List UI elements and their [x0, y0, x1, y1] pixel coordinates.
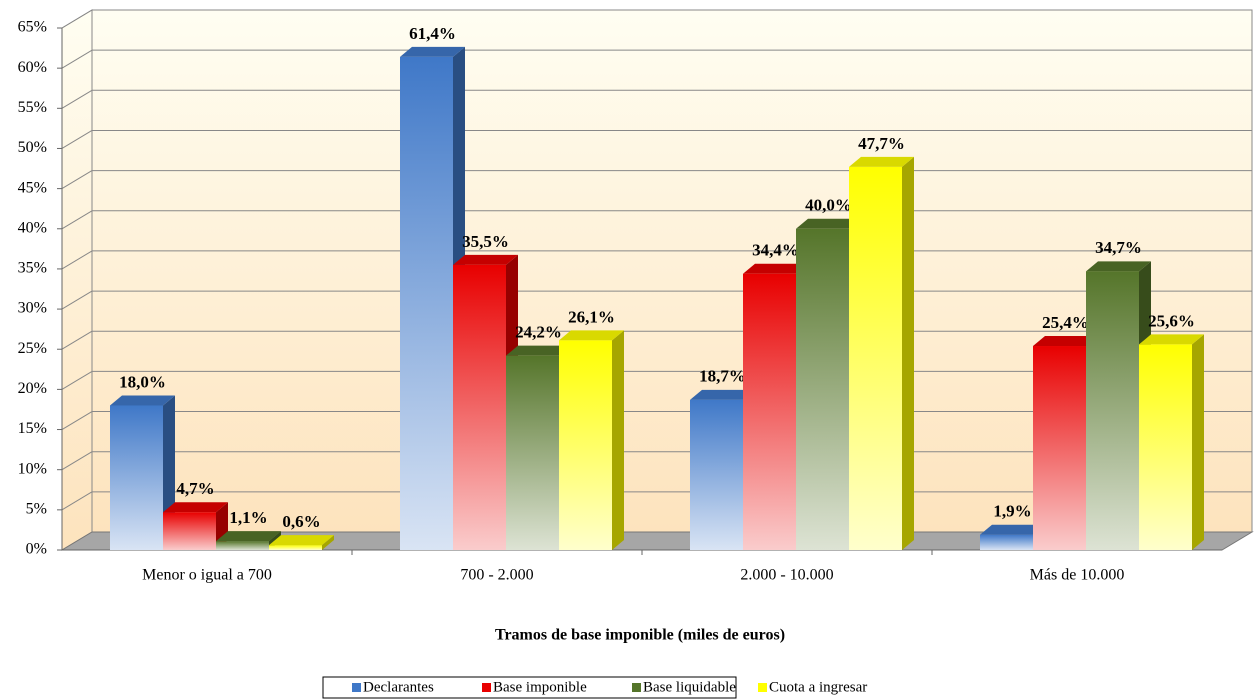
value-label: 25,6% — [1148, 311, 1195, 330]
value-label: 1,1% — [229, 508, 267, 527]
legend-swatch — [632, 683, 641, 692]
grid-line-side — [61, 290, 93, 310]
bar-top — [163, 502, 228, 513]
bar — [980, 534, 1033, 550]
bar — [1139, 344, 1192, 550]
bar-top — [269, 535, 334, 546]
grid-line-side — [61, 49, 93, 69]
grid-line-side — [61, 250, 93, 270]
bar — [1086, 271, 1139, 550]
y-tick-label: 60% — [18, 59, 47, 76]
bar — [743, 273, 796, 550]
bar-top — [1033, 336, 1098, 347]
bar-top — [690, 389, 755, 400]
bar-top — [980, 524, 1045, 535]
y-tick-label: 35% — [18, 260, 47, 277]
y-tick-label: 40% — [18, 219, 47, 236]
bar-top — [1086, 261, 1151, 272]
value-label: 4,7% — [176, 479, 214, 498]
bar-top — [453, 254, 518, 265]
y-tick-label: 0% — [26, 541, 47, 558]
grid-line-side — [61, 370, 93, 390]
grid-line-side — [61, 210, 93, 230]
legend-swatch — [758, 683, 767, 692]
grid-line-side — [61, 330, 93, 350]
y-tick-label: 5% — [26, 501, 47, 518]
bar — [269, 545, 322, 550]
bar — [400, 56, 453, 551]
y-tick-label: 15% — [18, 420, 47, 437]
value-label: 0,6% — [282, 512, 320, 531]
value-label: 24,2% — [515, 323, 562, 342]
y-tick-label: 65% — [18, 19, 47, 36]
bar-side — [612, 330, 624, 550]
grid-line-side — [61, 89, 93, 109]
y-tick-label: 20% — [18, 380, 47, 397]
legend-label: Declarantes — [363, 679, 434, 695]
bar — [849, 166, 902, 550]
value-label: 40,0% — [805, 196, 852, 215]
x-tick-label: Menor o igual a 700 — [142, 567, 272, 584]
bar-side — [322, 535, 334, 550]
value-label: 26,1% — [568, 307, 615, 326]
bar-top — [796, 218, 861, 229]
bar-top — [216, 531, 281, 542]
value-label: 1,9% — [993, 502, 1031, 521]
bar-side — [902, 156, 914, 550]
bar — [453, 264, 506, 550]
y-tick-label: 50% — [18, 139, 47, 156]
legend — [322, 676, 737, 699]
legend-swatch — [352, 683, 361, 692]
bar — [506, 355, 559, 550]
y-tick-label: 55% — [18, 99, 47, 116]
x-tick-label: 700 - 2.000 — [460, 567, 533, 584]
grid-line-side — [61, 170, 93, 190]
bar-side — [1192, 334, 1204, 550]
y-tick-label: 45% — [18, 179, 47, 196]
side-wall — [61, 9, 93, 551]
bar-top — [400, 46, 465, 57]
value-label: 18,0% — [119, 372, 166, 391]
value-label: 25,4% — [1042, 313, 1089, 332]
grid-line-side — [61, 451, 93, 471]
bar-top — [849, 156, 914, 167]
x-axis-title: Tramos de base imponible (miles de euros… — [495, 627, 785, 644]
y-tick-label: 25% — [18, 340, 47, 357]
bar-top — [506, 345, 571, 356]
value-label: 34,7% — [1095, 238, 1142, 257]
legend-label: Base liquidable — [643, 679, 736, 695]
bar — [1033, 346, 1086, 550]
bar — [796, 228, 849, 550]
legend-label: Cuota a ingresar — [769, 679, 867, 695]
legend-swatch — [482, 683, 491, 692]
bar-top — [1139, 334, 1204, 345]
grid-line-side — [61, 411, 93, 430]
value-label: 61,4% — [409, 24, 456, 43]
value-label: 47,7% — [858, 134, 905, 153]
grid-line-side — [61, 130, 93, 149]
bar-top — [743, 263, 808, 274]
bar — [110, 405, 163, 550]
value-label: 34,4% — [752, 241, 799, 260]
bar-top — [110, 395, 175, 406]
grid-line-side — [61, 9, 93, 29]
bar — [163, 512, 216, 550]
value-label: 35,5% — [462, 232, 509, 251]
y-tick-label: 30% — [18, 300, 47, 317]
bar — [690, 399, 743, 550]
x-tick-label: 2.000 - 10.000 — [740, 567, 833, 584]
x-tick-label: Más de 10.000 — [1030, 567, 1125, 584]
value-label: 18,7% — [699, 367, 746, 386]
bar — [559, 340, 612, 550]
bar — [216, 541, 269, 550]
grid-line-side — [61, 491, 93, 511]
legend-label: Base imponible — [493, 679, 587, 695]
y-tick-label: 10% — [18, 460, 47, 477]
bar-top — [559, 330, 624, 341]
